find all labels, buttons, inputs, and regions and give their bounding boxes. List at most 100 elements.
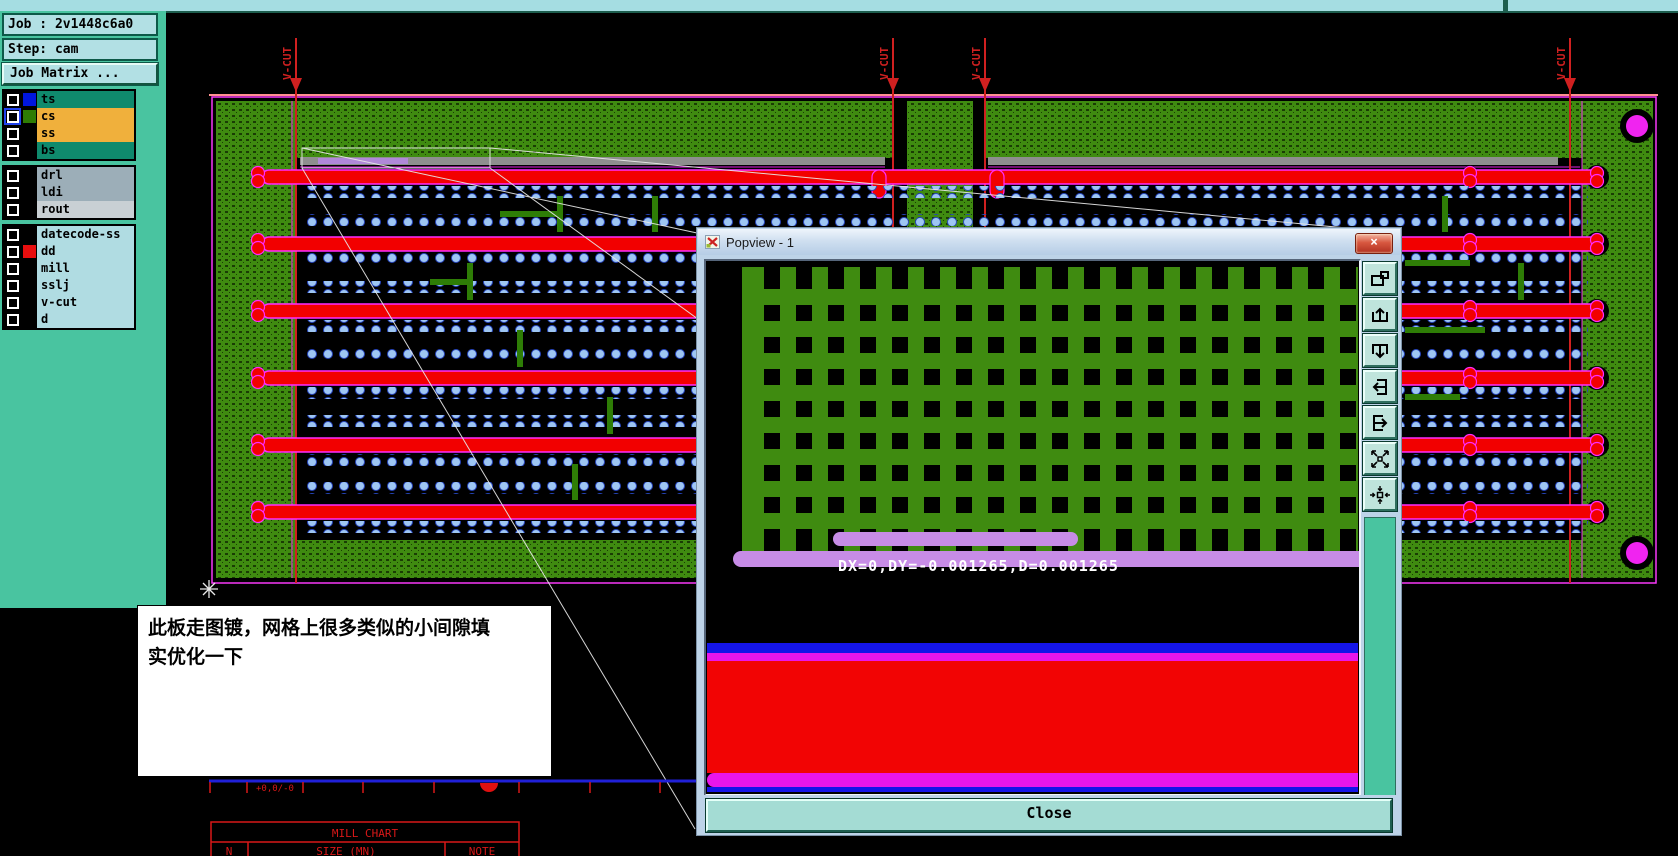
layer-name-label: cs — [37, 108, 134, 125]
layer-color-swatch[interactable] — [21, 243, 37, 260]
layer-row-bs[interactable]: bs — [4, 142, 134, 159]
vcut-label: V-CUT — [878, 47, 891, 80]
checkbox-icon — [6, 186, 19, 199]
layer-color-swatch[interactable] — [21, 311, 37, 328]
pan-left-button[interactable] — [1362, 369, 1398, 404]
zoom-extents-icon — [1371, 449, 1389, 468]
layer-color-swatch[interactable] — [21, 184, 37, 201]
mill-chart-table: MILL CHART N SIZE (MN) NOTE — [210, 821, 520, 856]
swatch-color — [22, 296, 36, 309]
measure-highlight-bar — [733, 551, 1359, 567]
swatch-color — [22, 110, 36, 123]
vcut-label: V-CUT — [281, 47, 294, 80]
window-close-button[interactable]: × — [1355, 233, 1393, 254]
checkbox-icon — [6, 169, 19, 182]
layer-name-label: dd — [37, 243, 134, 260]
layer-color-swatch[interactable] — [21, 108, 37, 125]
layer-color-swatch[interactable] — [21, 167, 37, 184]
job-matrix-label: Job Matrix ... — [10, 66, 120, 81]
layer-row-mill[interactable]: mill — [4, 260, 134, 277]
zoom-extents-button[interactable] — [1362, 441, 1398, 476]
layer-color-swatch[interactable] — [21, 260, 37, 277]
layer-row-dd[interactable]: dd — [4, 243, 134, 260]
checkbox-icon — [6, 245, 19, 258]
layer-visibility-checkbox[interactable] — [4, 142, 21, 159]
sidebar: Job : 2v1448c6a0 Step: cam Job Matrix ..… — [0, 11, 166, 608]
checkbox-icon — [6, 203, 19, 216]
tooling-holes — [1620, 109, 1654, 570]
layer-color-swatch[interactable] — [21, 201, 37, 218]
layer-row-ldi[interactable]: ldi — [4, 184, 134, 201]
mill-chart-col-size: SIZE (MN) — [316, 845, 376, 856]
layer-row-ss[interactable]: ss — [4, 125, 134, 142]
checkbox-icon — [6, 127, 19, 140]
layer-visibility-checkbox[interactable] — [4, 184, 21, 201]
layer-visibility-checkbox[interactable] — [4, 277, 21, 294]
layer-color-swatch[interactable] — [21, 91, 37, 108]
layer-row-drl[interactable]: drl — [4, 167, 134, 184]
layer-name-label: bs — [37, 142, 134, 159]
layer-color-swatch[interactable] — [21, 277, 37, 294]
layer-band-red — [707, 661, 1358, 773]
popview-viewport[interactable]: DX=0,DY=-0.001265,D=0.001265 — [704, 259, 1361, 796]
checkbox-icon — [6, 93, 19, 106]
popview-window: Popview - 1 × DX=0,DY=-0.001265,D=0.0012… — [696, 227, 1402, 836]
layer-row-ts[interactable]: ts — [4, 91, 134, 108]
layer-row-sslj[interactable]: sslj — [4, 277, 134, 294]
layer-visibility-checkbox[interactable] — [4, 311, 21, 328]
swatch-color — [22, 262, 36, 275]
pan-down-button[interactable] — [1362, 333, 1398, 368]
layer-name-label: ss — [37, 125, 134, 142]
copy-view-button[interactable] — [1362, 261, 1398, 296]
layer-visibility-checkbox[interactable] — [4, 108, 21, 125]
note-line-2: 实优化一下 — [148, 645, 244, 668]
layer-color-swatch[interactable] — [21, 142, 37, 159]
layer-color-swatch[interactable] — [21, 294, 37, 311]
layer-row-v-cut[interactable]: v-cut — [4, 294, 134, 311]
layer-visibility-checkbox[interactable] — [4, 201, 21, 218]
signal-traces — [430, 196, 1524, 500]
popview-title-bar[interactable]: Popview - 1 × — [698, 229, 1400, 255]
pan-right-button[interactable] — [1362, 405, 1398, 440]
swatch-color — [22, 186, 36, 199]
mill-chart-col-n: N — [226, 845, 233, 856]
center-view-button[interactable] — [1362, 477, 1398, 512]
layer-band-magenta-2 — [707, 773, 1358, 787]
layer-color-swatch[interactable] — [21, 226, 37, 243]
layer-group: drl ldi rout — [2, 165, 136, 220]
layer-row-rout[interactable]: rout — [4, 201, 134, 218]
layer-row-cs[interactable]: cs — [4, 108, 134, 125]
pan-up-button[interactable] — [1362, 297, 1398, 332]
layer-name-label: v-cut — [37, 294, 134, 311]
layer-visibility-checkbox[interactable] — [4, 226, 21, 243]
tolerance-text: +0,0/-0 — [256, 784, 294, 794]
job-matrix-button[interactable]: Job Matrix ... — [1, 62, 159, 86]
layer-visibility-checkbox[interactable] — [4, 91, 21, 108]
layer-visibility-checkbox[interactable] — [4, 167, 21, 184]
swatch-color — [22, 169, 36, 182]
copy-view-icon — [1371, 270, 1389, 286]
layer-visibility-checkbox[interactable] — [4, 260, 21, 277]
checkbox-icon — [6, 228, 19, 241]
pan-up-icon — [1372, 307, 1388, 322]
layer-row-datecode-ss[interactable]: datecode-ss — [4, 226, 134, 243]
layer-group: datecode-ss dd mill sslj v-cut d — [2, 224, 136, 330]
layer-visibility-checkbox[interactable] — [4, 294, 21, 311]
layer-visibility-checkbox[interactable] — [4, 125, 21, 142]
popview-toolbar — [1361, 259, 1399, 796]
vcut-label: V-CUT — [970, 47, 983, 80]
layer-color-swatch[interactable] — [21, 125, 37, 142]
layer-name-label: drl — [37, 167, 134, 184]
close-button[interactable]: Close — [705, 798, 1393, 833]
pan-down-icon — [1372, 343, 1388, 358]
checkbox-icon — [6, 262, 19, 275]
job-name-text: Job : 2v1448c6a0 — [8, 17, 134, 32]
window-edge-divider — [1503, 0, 1508, 13]
layer-row-d[interactable]: d — [4, 311, 134, 328]
popview-title: Popview - 1 — [726, 234, 794, 250]
layer-visibility-checkbox[interactable] — [4, 243, 21, 260]
measure-highlight-small — [833, 532, 1078, 546]
step-name-text: Step: cam — [8, 42, 79, 57]
swatch-color — [22, 228, 36, 241]
